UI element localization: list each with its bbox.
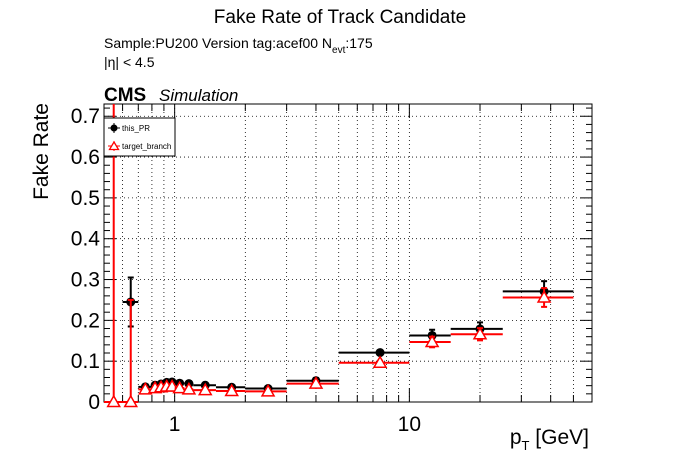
- marker-triangle: [536, 289, 552, 303]
- data-point: [286, 376, 339, 389]
- series-target-branch: [104, 104, 574, 408]
- x-axis-title: pT [GeV]: [510, 426, 589, 453]
- grid: [103, 104, 593, 402]
- data-point: [215, 383, 246, 397]
- simulation-label: Simulation: [159, 86, 238, 105]
- legend-marker-this-pr: [108, 123, 120, 133]
- y-tick-label: 0.3: [71, 269, 100, 292]
- x-tick-label: 1: [169, 413, 181, 436]
- data-point: [409, 334, 451, 349]
- eta-cut-label: |η| < 4.5: [104, 54, 155, 70]
- data-point: [338, 348, 410, 358]
- y-tick-label: 0.7: [71, 105, 100, 128]
- data-point: [122, 298, 139, 408]
- marker-triangle: [181, 381, 197, 395]
- marker-triangle: [138, 381, 153, 395]
- y-axis-title: Fake Rate: [30, 103, 53, 200]
- marker-triangle: [424, 334, 440, 348]
- cms-label: CMS: [104, 85, 146, 106]
- marker-triangle: [372, 355, 388, 369]
- data-point: [193, 382, 216, 396]
- data-point: [502, 287, 574, 308]
- series-this-pr: [122, 276, 574, 394]
- data-point: [338, 355, 410, 369]
- axes: 0 0.1 0.2 0.3 0.4 0.5 0.6 0.7 1 10: [71, 103, 593, 436]
- data-point: [181, 381, 197, 395]
- data-point: [245, 383, 287, 397]
- marker-triangle: [197, 382, 213, 396]
- data-point: [450, 326, 503, 342]
- y-tick-label: 0.5: [71, 187, 100, 210]
- data-point: [502, 280, 574, 303]
- y-tick-label: 0: [88, 391, 100, 414]
- legend: this_PR target_branch: [103, 117, 176, 157]
- x-tick-label: 10: [398, 413, 421, 436]
- marker-triangle: [224, 383, 239, 397]
- y-tick-label: 0.6: [71, 146, 100, 169]
- data-point: [172, 380, 187, 394]
- marker-triangle: [123, 394, 139, 408]
- plot-frame: [103, 103, 593, 403]
- marker-triangle: [172, 380, 187, 394]
- marker-circle: [375, 348, 385, 358]
- y-tick-label: 0.2: [71, 309, 100, 332]
- legend-label-target-branch: target_branch: [122, 142, 171, 151]
- legend-marker-target-branch: [108, 140, 120, 151]
- marker-triangle: [308, 376, 324, 389]
- data-point: [138, 381, 153, 395]
- legend-label-this-pr: this_PR: [122, 124, 150, 133]
- marker-triangle: [106, 394, 122, 408]
- marker-triangle: [472, 326, 488, 340]
- y-tick-label: 0.4: [71, 228, 101, 251]
- sample-info: Sample:PU200 Version tag:acef00 Nevt:175: [104, 35, 373, 56]
- chart-title: Fake Rate of Track Candidate: [214, 7, 466, 28]
- series-layer: [104, 104, 574, 408]
- marker-triangle: [260, 383, 276, 397]
- y-tick-label: 0.1: [71, 350, 100, 373]
